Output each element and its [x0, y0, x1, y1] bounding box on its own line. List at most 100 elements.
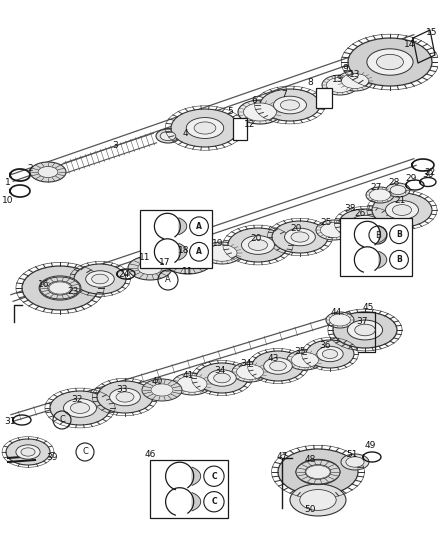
Ellipse shape [186, 118, 224, 139]
Text: 45: 45 [362, 303, 374, 312]
Text: 34: 34 [214, 367, 226, 375]
Text: 11: 11 [182, 268, 194, 277]
Polygon shape [379, 226, 387, 243]
Ellipse shape [346, 457, 364, 467]
Ellipse shape [385, 200, 418, 220]
Ellipse shape [160, 132, 176, 141]
Text: C: C [211, 497, 217, 506]
Text: 9: 9 [342, 63, 348, 72]
Ellipse shape [300, 490, 336, 511]
Polygon shape [379, 252, 387, 268]
Ellipse shape [280, 100, 300, 110]
Text: C: C [82, 448, 88, 456]
Text: 14: 14 [404, 39, 416, 49]
Ellipse shape [252, 351, 304, 381]
Ellipse shape [272, 221, 328, 253]
Ellipse shape [296, 460, 340, 484]
Ellipse shape [244, 103, 276, 121]
Ellipse shape [377, 54, 403, 70]
Text: 32: 32 [71, 395, 83, 405]
Text: C: C [59, 416, 65, 424]
Ellipse shape [177, 376, 207, 392]
Text: 21: 21 [394, 196, 406, 205]
Text: 13: 13 [332, 75, 344, 84]
Polygon shape [179, 244, 187, 260]
Text: 17: 17 [159, 257, 171, 266]
Text: 16: 16 [38, 280, 50, 289]
Ellipse shape [264, 358, 292, 374]
Ellipse shape [290, 484, 346, 516]
Text: 34: 34 [240, 359, 252, 368]
Text: 27: 27 [370, 182, 381, 191]
Ellipse shape [21, 448, 35, 456]
Text: 20: 20 [290, 223, 302, 232]
Text: 37: 37 [356, 318, 368, 327]
Ellipse shape [241, 236, 275, 254]
Ellipse shape [296, 459, 340, 484]
Text: 1: 1 [5, 177, 11, 187]
Ellipse shape [228, 228, 288, 262]
Text: 44: 44 [330, 309, 342, 318]
Ellipse shape [196, 363, 248, 393]
Text: 29: 29 [405, 174, 417, 182]
Ellipse shape [71, 402, 90, 414]
Text: 13: 13 [349, 69, 361, 78]
Text: 6: 6 [251, 95, 257, 104]
Text: 23: 23 [67, 287, 79, 296]
Text: 51: 51 [346, 450, 358, 459]
Ellipse shape [273, 96, 307, 114]
Ellipse shape [260, 89, 320, 121]
Ellipse shape [339, 209, 391, 237]
Ellipse shape [202, 242, 242, 264]
Ellipse shape [48, 281, 72, 295]
Ellipse shape [22, 266, 98, 310]
Ellipse shape [49, 282, 71, 294]
Ellipse shape [74, 264, 126, 294]
Text: A: A [196, 222, 202, 231]
Text: 11: 11 [139, 253, 151, 262]
Text: 39: 39 [46, 454, 58, 463]
Ellipse shape [128, 256, 172, 280]
Text: 47: 47 [276, 453, 288, 462]
Ellipse shape [342, 74, 368, 88]
Text: B: B [375, 230, 381, 239]
Ellipse shape [392, 205, 412, 215]
Ellipse shape [50, 391, 110, 425]
Ellipse shape [232, 362, 268, 382]
Text: 40: 40 [151, 377, 162, 386]
Text: 24: 24 [118, 271, 130, 279]
Ellipse shape [237, 365, 264, 379]
Text: 28: 28 [388, 177, 399, 187]
Text: 25: 25 [320, 217, 332, 227]
Text: 5: 5 [227, 107, 233, 116]
Text: 12: 12 [244, 119, 256, 128]
Polygon shape [192, 467, 201, 486]
Ellipse shape [370, 189, 390, 201]
Ellipse shape [270, 361, 286, 371]
Ellipse shape [174, 252, 202, 268]
Ellipse shape [40, 277, 80, 299]
Text: A: A [165, 276, 171, 285]
Polygon shape [192, 492, 201, 511]
Text: 43: 43 [267, 354, 279, 364]
Ellipse shape [287, 350, 323, 370]
Text: 20: 20 [250, 233, 261, 243]
Text: 7: 7 [281, 90, 287, 99]
Ellipse shape [366, 187, 394, 203]
Ellipse shape [367, 49, 413, 75]
Ellipse shape [306, 340, 354, 368]
Ellipse shape [357, 219, 373, 228]
Ellipse shape [156, 129, 180, 143]
Ellipse shape [329, 314, 350, 326]
Ellipse shape [278, 449, 358, 495]
Ellipse shape [285, 228, 315, 246]
Ellipse shape [322, 350, 338, 359]
Ellipse shape [390, 185, 406, 195]
Ellipse shape [116, 392, 134, 402]
Ellipse shape [317, 346, 343, 362]
Ellipse shape [39, 276, 81, 300]
Ellipse shape [163, 246, 213, 274]
Ellipse shape [291, 352, 318, 367]
Polygon shape [179, 218, 187, 235]
Ellipse shape [238, 100, 282, 124]
